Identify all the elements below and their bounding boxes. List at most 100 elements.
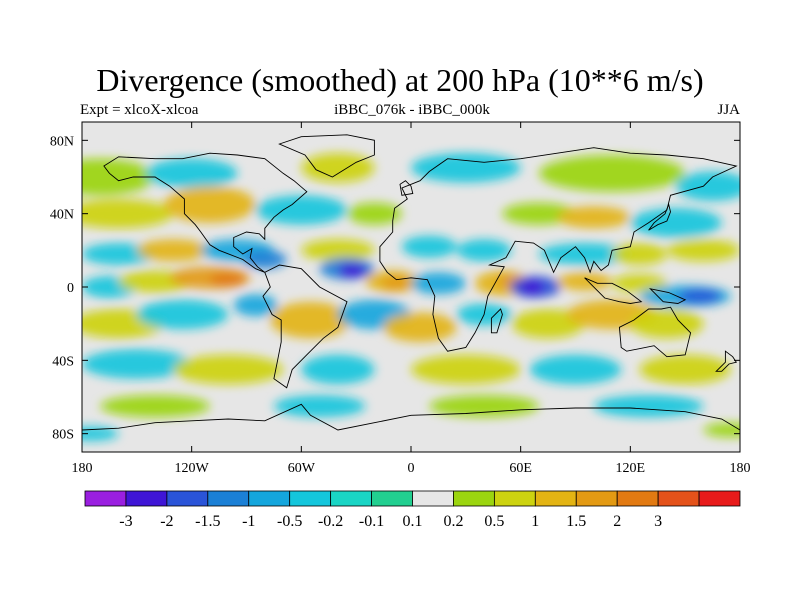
field-blob-55 bbox=[639, 354, 731, 385]
y-tick-label: 80S bbox=[52, 428, 74, 443]
divergence-field bbox=[82, 153, 740, 441]
x-tick-label: 0 bbox=[408, 461, 415, 476]
colorbar-label: -1.5 bbox=[195, 513, 220, 530]
field-blob-57 bbox=[273, 395, 366, 418]
field-blob-26 bbox=[209, 272, 247, 288]
field-blob-30 bbox=[381, 276, 411, 291]
field-blob-47 bbox=[511, 309, 585, 339]
field-blob-45 bbox=[383, 312, 457, 342]
map-axes: 180 120W 60W 0 60E 120E 180 80N 40N 0 40S 80S bbox=[50, 122, 751, 476]
field-blob-13 bbox=[82, 243, 156, 265]
y-tick-label: 80N bbox=[50, 134, 74, 149]
colorbar-label: 1 bbox=[531, 513, 539, 530]
coastline-eurasia-africa bbox=[379, 147, 738, 352]
coastline-new-guinea bbox=[649, 288, 687, 304]
field-blob-12 bbox=[630, 208, 722, 238]
coastline-greenland bbox=[278, 134, 375, 178]
field-blob-28 bbox=[337, 263, 368, 278]
x-tick-label: 120E bbox=[616, 461, 646, 476]
field-blob-17 bbox=[301, 239, 375, 262]
colorbar: -3 -2 -1.5 -1 -0.5 -0.2 -0.1 0.1 0.2 0.5 1 1.5 2 3 bbox=[84, 490, 741, 530]
field-blob-2 bbox=[301, 153, 375, 183]
field-blob-22 bbox=[666, 239, 740, 262]
field-blob-56 bbox=[100, 395, 210, 418]
field-blob-51 bbox=[173, 354, 283, 385]
coastline-north-america bbox=[103, 152, 308, 273]
colorbar-swatch bbox=[289, 490, 332, 507]
colorbar-label: -2 bbox=[160, 513, 173, 530]
colorbar-label: 0.2 bbox=[443, 513, 463, 530]
field-blob-6 bbox=[82, 199, 174, 229]
colorbar-swatch bbox=[412, 490, 454, 507]
field-blob-21 bbox=[612, 243, 667, 265]
field-blob-31 bbox=[411, 272, 466, 295]
colorbar-label: 0.1 bbox=[403, 513, 423, 530]
colorbar-swatch bbox=[207, 490, 250, 507]
field-blob-16 bbox=[242, 250, 287, 269]
colorbar-label: 3 bbox=[654, 513, 662, 530]
field-blob-50 bbox=[82, 349, 192, 379]
colorbar-label: 2 bbox=[613, 513, 621, 530]
field-blob-5 bbox=[676, 171, 740, 201]
field-blob-36 bbox=[557, 272, 612, 291]
field-blob-11 bbox=[557, 206, 631, 229]
field-blob-37 bbox=[612, 274, 667, 293]
coastlines bbox=[82, 134, 740, 431]
field-blob-35 bbox=[518, 279, 545, 295]
x-tick-label: 60E bbox=[509, 461, 532, 476]
field-blob-10 bbox=[502, 202, 576, 225]
coastline-australia bbox=[618, 306, 692, 358]
colorbar-swatch bbox=[534, 490, 577, 507]
field-blob-58 bbox=[429, 395, 539, 418]
field-blob-39 bbox=[677, 288, 722, 304]
field-blob-54 bbox=[529, 354, 622, 385]
field-blob-4 bbox=[539, 155, 686, 192]
coastline-new-zealand bbox=[715, 350, 738, 372]
coastline-antarctica bbox=[82, 403, 740, 431]
field-blob-53 bbox=[411, 354, 521, 385]
colorbar-swatch bbox=[330, 490, 372, 507]
field-blob-1 bbox=[146, 158, 238, 188]
chart-title: Divergence (smoothed) at 200 hPa (10**6 … bbox=[96, 62, 704, 98]
field-blob-0 bbox=[82, 158, 156, 196]
season-label: JJA bbox=[717, 102, 740, 118]
colorbar-label: -3 bbox=[119, 513, 132, 530]
colorbar-swatch bbox=[493, 490, 536, 507]
colorbar-label: 1.5 bbox=[566, 513, 586, 530]
case-label: iBBC_076k - iBBC_000k bbox=[334, 102, 490, 118]
field-blob-3 bbox=[411, 153, 521, 183]
field-blob-18 bbox=[401, 235, 457, 258]
x-tick-label: 120W bbox=[175, 461, 210, 476]
field-blob-7 bbox=[164, 186, 256, 223]
field-blob-9 bbox=[347, 202, 402, 225]
y-tick-label: 0 bbox=[67, 281, 74, 296]
colorbar-swatch bbox=[575, 490, 618, 507]
coastline-madagascar bbox=[490, 308, 503, 334]
colorbar-swatch bbox=[248, 490, 291, 507]
colorbar-swatch bbox=[84, 490, 127, 507]
field-blob-60 bbox=[82, 426, 119, 441]
colorbar-label: -0.5 bbox=[277, 513, 302, 530]
x-tick-label: 180 bbox=[72, 461, 93, 476]
field-blob-19 bbox=[456, 239, 512, 262]
field-blob-49 bbox=[630, 309, 704, 339]
field-blob-61 bbox=[703, 422, 740, 438]
colorbar-label: -1 bbox=[242, 513, 255, 530]
colorbar-label: 0.5 bbox=[484, 513, 504, 530]
colorbar-swatch bbox=[657, 490, 700, 507]
field-blob-14 bbox=[136, 239, 210, 262]
field-blob-8 bbox=[255, 195, 347, 225]
colorbar-swatch bbox=[125, 490, 168, 507]
x-tick-label: 180 bbox=[730, 461, 751, 476]
coastline-uk bbox=[399, 180, 414, 196]
experiment-label: Expt = xlcoX-xlcoa bbox=[80, 102, 199, 118]
field-blob-42 bbox=[233, 294, 278, 317]
field-blob-52 bbox=[301, 354, 375, 385]
colorbar-swatch bbox=[698, 490, 741, 507]
y-tick-label: 40S bbox=[52, 354, 74, 369]
colorbar-label: -0.2 bbox=[318, 513, 343, 530]
map-plot-area bbox=[81, 121, 741, 453]
colorbar-swatch bbox=[453, 490, 495, 507]
coastline-japan bbox=[648, 203, 671, 231]
